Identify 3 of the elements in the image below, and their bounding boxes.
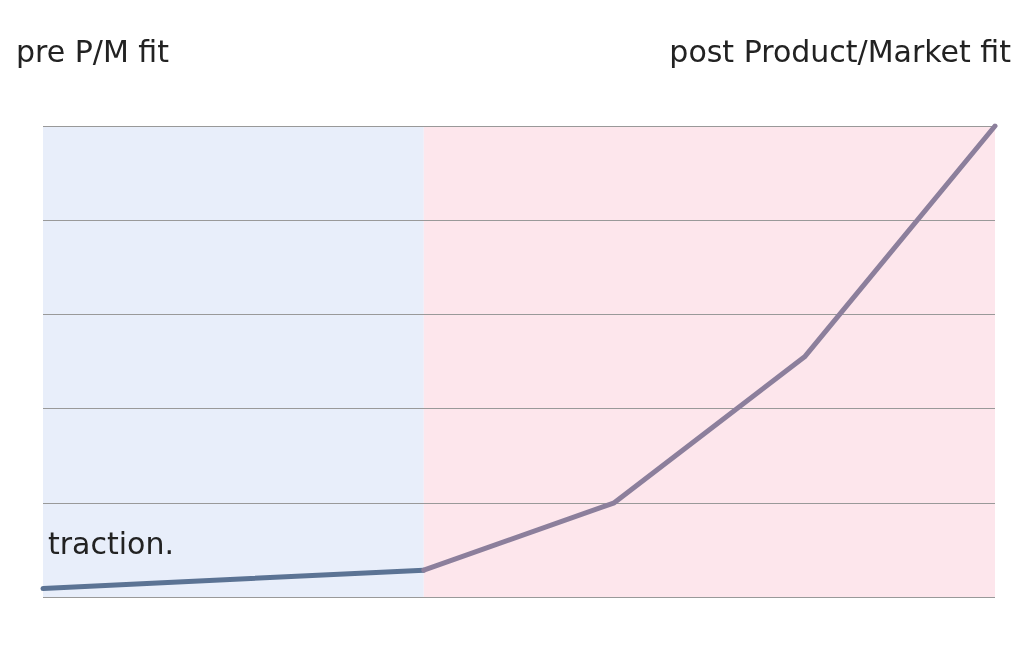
annotation: traction. xyxy=(48,525,174,561)
text: pre P/M fit xyxy=(16,33,170,69)
text: post Product/Market fit xyxy=(669,33,1012,69)
